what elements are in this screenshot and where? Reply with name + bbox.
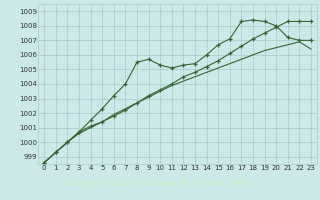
- Text: Graphe pression niveau de la mer (hPa): Graphe pression niveau de la mer (hPa): [65, 180, 255, 188]
